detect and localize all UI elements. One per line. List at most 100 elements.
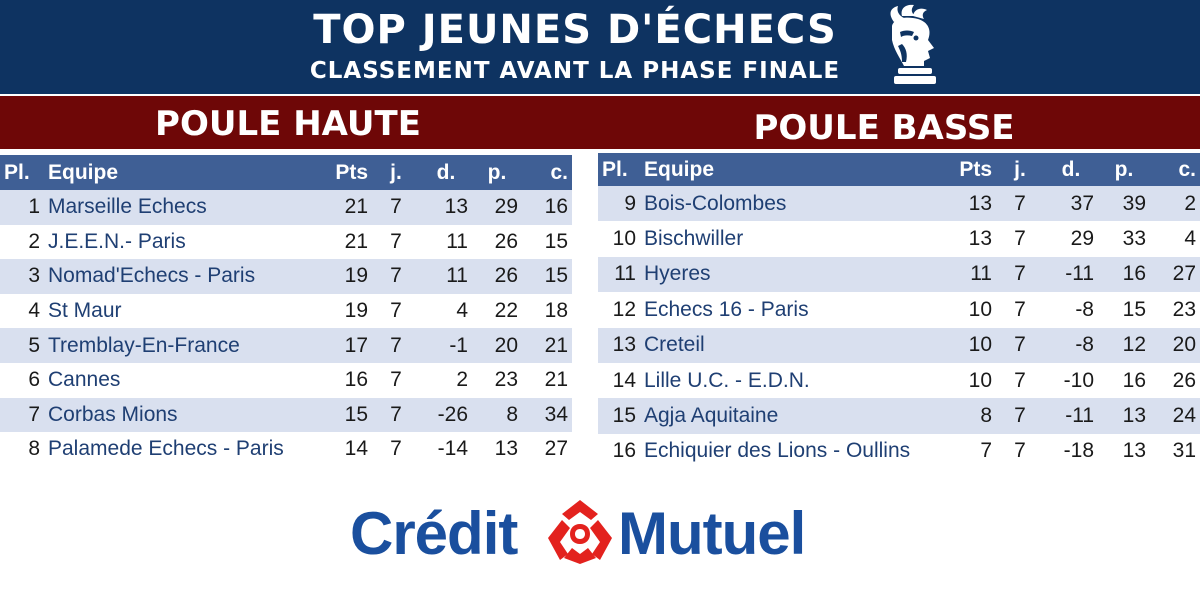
points-cell: 8 bbox=[946, 398, 996, 434]
for-cell: 23 bbox=[472, 362, 522, 398]
diff-cell: -1 bbox=[420, 328, 472, 363]
for-cell: 33 bbox=[1098, 221, 1150, 257]
rank-cell: 16 bbox=[598, 433, 640, 470]
diff-cell: 4 bbox=[420, 293, 472, 329]
table-row: 5 Tremblay-En-France 17 7 -1 20 21 bbox=[0, 328, 572, 363]
table-row: 9 Bois-Colombes 13 7 37 39 2 bbox=[598, 186, 1200, 222]
table-row: 13 Creteil 10 7 -8 12 20 bbox=[598, 327, 1200, 363]
diff-cell: -8 bbox=[1044, 292, 1098, 328]
table-row: 8 Palamede Echecs - Paris 14 7 -14 13 27 bbox=[0, 432, 572, 467]
table-row: 12 Echecs 16 - Paris 10 7 -8 15 23 bbox=[598, 292, 1200, 328]
points-cell: 10 bbox=[946, 327, 996, 363]
team-cell: St Maur bbox=[44, 293, 320, 329]
points-cell: 19 bbox=[320, 259, 372, 294]
sponsor-logo: Crédit Mutuel bbox=[350, 496, 840, 572]
team-cell: Marseille Echecs bbox=[44, 190, 320, 225]
col-header-against: c. bbox=[1150, 153, 1200, 186]
played-cell: 7 bbox=[996, 292, 1044, 328]
for-cell: 29 bbox=[472, 190, 522, 225]
diff-cell: 37 bbox=[1044, 186, 1098, 222]
team-cell: Palamede Echecs - Paris bbox=[44, 432, 320, 467]
diff-cell: -14 bbox=[420, 432, 472, 467]
col-header-rank: Pl. bbox=[0, 155, 44, 190]
credit-mutuel-logo-icon bbox=[548, 500, 612, 564]
col-header-against: c. bbox=[522, 155, 572, 190]
team-cell: Cannes bbox=[44, 362, 320, 398]
pool-title-basse: POULE BASSE bbox=[753, 108, 1015, 148]
against-cell: 24 bbox=[1150, 398, 1200, 434]
col-header-for: p. bbox=[1098, 153, 1150, 186]
rank-cell: 11 bbox=[598, 256, 640, 293]
against-cell: 27 bbox=[1150, 256, 1200, 293]
team-cell: Tremblay-En-France bbox=[44, 328, 320, 363]
against-cell: 26 bbox=[1150, 362, 1200, 399]
page-subtitle: CLASSEMENT AVANT LA PHASE FINALE bbox=[309, 58, 841, 84]
pool-title-band bbox=[0, 96, 1200, 149]
table-row: 11 Hyeres 11 7 -11 16 27 bbox=[598, 256, 1200, 293]
table-row: 16 Echiquier des Lions - Oullins 7 7 -18 13 31 bbox=[598, 433, 1200, 470]
standings-table-haute: Pl. Equipe Pts j. d. p. c. 1 Marseille Ec… bbox=[0, 155, 572, 467]
for-cell: 20 bbox=[472, 328, 522, 363]
rank-cell: 3 bbox=[0, 259, 44, 294]
played-cell: 7 bbox=[996, 327, 1044, 363]
for-cell: 8 bbox=[472, 397, 522, 433]
points-cell: 21 bbox=[320, 190, 372, 225]
against-cell: 27 bbox=[522, 432, 572, 467]
col-header-team: Equipe bbox=[640, 153, 946, 186]
rank-cell: 6 bbox=[0, 362, 44, 398]
points-cell: 10 bbox=[946, 292, 996, 328]
table-row: 2 J.E.E.N.- Paris 21 7 11 26 15 bbox=[0, 224, 572, 260]
team-cell: Corbas Mions bbox=[44, 397, 320, 433]
table-row: 6 Cannes 16 7 2 23 21 bbox=[0, 362, 572, 398]
points-cell: 21 bbox=[320, 224, 372, 260]
page-title: TOP JEUNES D'ÉCHECS bbox=[313, 7, 837, 53]
for-cell: 13 bbox=[472, 432, 522, 467]
played-cell: 7 bbox=[372, 328, 420, 363]
diff-cell: 11 bbox=[420, 259, 472, 294]
col-header-diff: d. bbox=[1044, 153, 1098, 186]
table-row: 3 Nomad'Echecs - Paris 19 7 11 26 15 bbox=[0, 259, 572, 294]
for-cell: 22 bbox=[472, 293, 522, 329]
rank-cell: 2 bbox=[0, 224, 44, 260]
diff-cell: -10 bbox=[1044, 362, 1098, 399]
team-cell: Bischwiller bbox=[640, 221, 946, 257]
played-cell: 7 bbox=[996, 256, 1044, 293]
for-cell: 16 bbox=[1098, 362, 1150, 399]
col-header-points: Pts bbox=[946, 153, 996, 186]
played-cell: 7 bbox=[996, 362, 1044, 399]
points-cell: 11 bbox=[946, 256, 996, 293]
rank-cell: 8 bbox=[0, 432, 44, 467]
rank-cell: 1 bbox=[0, 190, 44, 225]
col-header-team: Equipe bbox=[44, 155, 320, 190]
for-cell: 26 bbox=[472, 259, 522, 294]
played-cell: 7 bbox=[372, 432, 420, 467]
diff-cell: 29 bbox=[1044, 221, 1098, 257]
for-cell: 15 bbox=[1098, 292, 1150, 328]
points-cell: 7 bbox=[946, 433, 996, 470]
played-cell: 7 bbox=[372, 293, 420, 329]
rank-cell: 5 bbox=[0, 328, 44, 363]
col-header-played: j. bbox=[372, 155, 420, 190]
team-cell: Nomad'Echecs - Paris bbox=[44, 259, 320, 294]
played-cell: 7 bbox=[372, 190, 420, 225]
rank-cell: 15 bbox=[598, 398, 640, 434]
points-cell: 13 bbox=[946, 221, 996, 257]
rank-cell: 13 bbox=[598, 327, 640, 363]
for-cell: 13 bbox=[1098, 398, 1150, 434]
against-cell: 21 bbox=[522, 328, 572, 363]
col-header-rank: Pl. bbox=[598, 153, 640, 186]
played-cell: 7 bbox=[372, 259, 420, 294]
against-cell: 4 bbox=[1150, 221, 1200, 257]
header-banner bbox=[0, 0, 1200, 94]
diff-cell: -18 bbox=[1044, 433, 1098, 470]
col-header-diff: d. bbox=[420, 155, 472, 190]
diff-cell: 2 bbox=[420, 362, 472, 398]
team-cell: Bois-Colombes bbox=[640, 186, 946, 222]
against-cell: 34 bbox=[522, 397, 572, 433]
for-cell: 12 bbox=[1098, 327, 1150, 363]
rank-cell: 9 bbox=[598, 186, 640, 222]
points-cell: 13 bbox=[946, 186, 996, 222]
rank-cell: 12 bbox=[598, 292, 640, 328]
team-cell: Lille U.C. - E.D.N. bbox=[640, 362, 946, 399]
against-cell: 16 bbox=[522, 190, 572, 225]
